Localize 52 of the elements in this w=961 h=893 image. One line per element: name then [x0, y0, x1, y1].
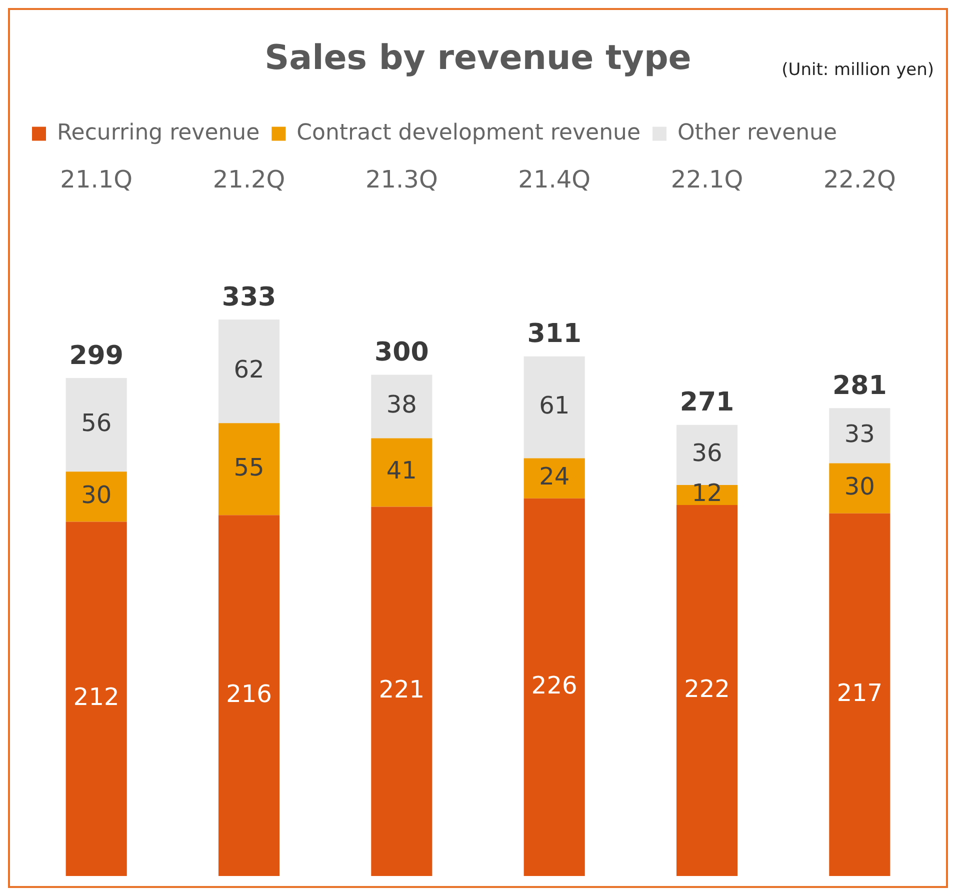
bar	[524, 356, 585, 458]
total-label: 271	[680, 388, 734, 418]
bar	[829, 463, 890, 514]
total-label: 333	[222, 282, 276, 312]
bar	[524, 498, 585, 876]
bar	[371, 374, 432, 438]
data-label: 222	[684, 674, 730, 703]
chart-title: Sales by revenue type	[264, 38, 692, 78]
total-label: 281	[832, 370, 887, 401]
total-label: 299	[69, 340, 124, 371]
x-tick-label: 22.2Q	[824, 165, 896, 194]
data-label: 12	[692, 479, 722, 508]
data-label: 24	[539, 462, 570, 491]
data-label: 221	[378, 676, 425, 704]
bar	[218, 423, 280, 516]
bar	[676, 505, 738, 876]
data-label: 61	[539, 392, 570, 420]
bar	[218, 320, 280, 424]
bar	[371, 438, 432, 507]
bar	[676, 424, 738, 485]
legend-label: Recurring revenue	[57, 120, 260, 146]
data-label: 55	[234, 453, 264, 482]
bar	[66, 472, 127, 522]
x-tick-label: 21.4Q	[518, 165, 590, 194]
legend-label: Other revenue	[677, 120, 838, 146]
data-label: 30	[81, 480, 112, 509]
bar	[829, 513, 890, 876]
bar	[66, 378, 127, 472]
bar	[371, 506, 432, 876]
data-label: 216	[226, 680, 272, 708]
data-label: 56	[81, 409, 112, 438]
total-label: 300	[374, 337, 429, 368]
x-tick-label: 21.1Q	[60, 165, 132, 194]
data-label: 217	[836, 678, 883, 707]
total-label: 311	[527, 319, 582, 350]
text: (Unit: million yen)	[782, 60, 934, 80]
data-label: 226	[531, 671, 578, 700]
bar	[218, 515, 280, 876]
data-label: 41	[386, 456, 417, 485]
x-tick-label: 21.3Q	[366, 165, 438, 194]
bar	[829, 408, 890, 464]
data-label: 62	[234, 356, 264, 384]
bar	[524, 458, 585, 498]
data-label: 36	[692, 439, 722, 468]
data-label: 33	[844, 420, 875, 448]
bar	[66, 522, 127, 876]
x-tick-label: 22.1Q	[670, 165, 744, 194]
data-label: 38	[386, 390, 417, 419]
data-label: 212	[73, 683, 120, 712]
legend-label: Contract development revenue	[296, 120, 640, 146]
x-tick-label: 21.2Q	[212, 165, 286, 194]
data-label: 30	[844, 472, 875, 501]
